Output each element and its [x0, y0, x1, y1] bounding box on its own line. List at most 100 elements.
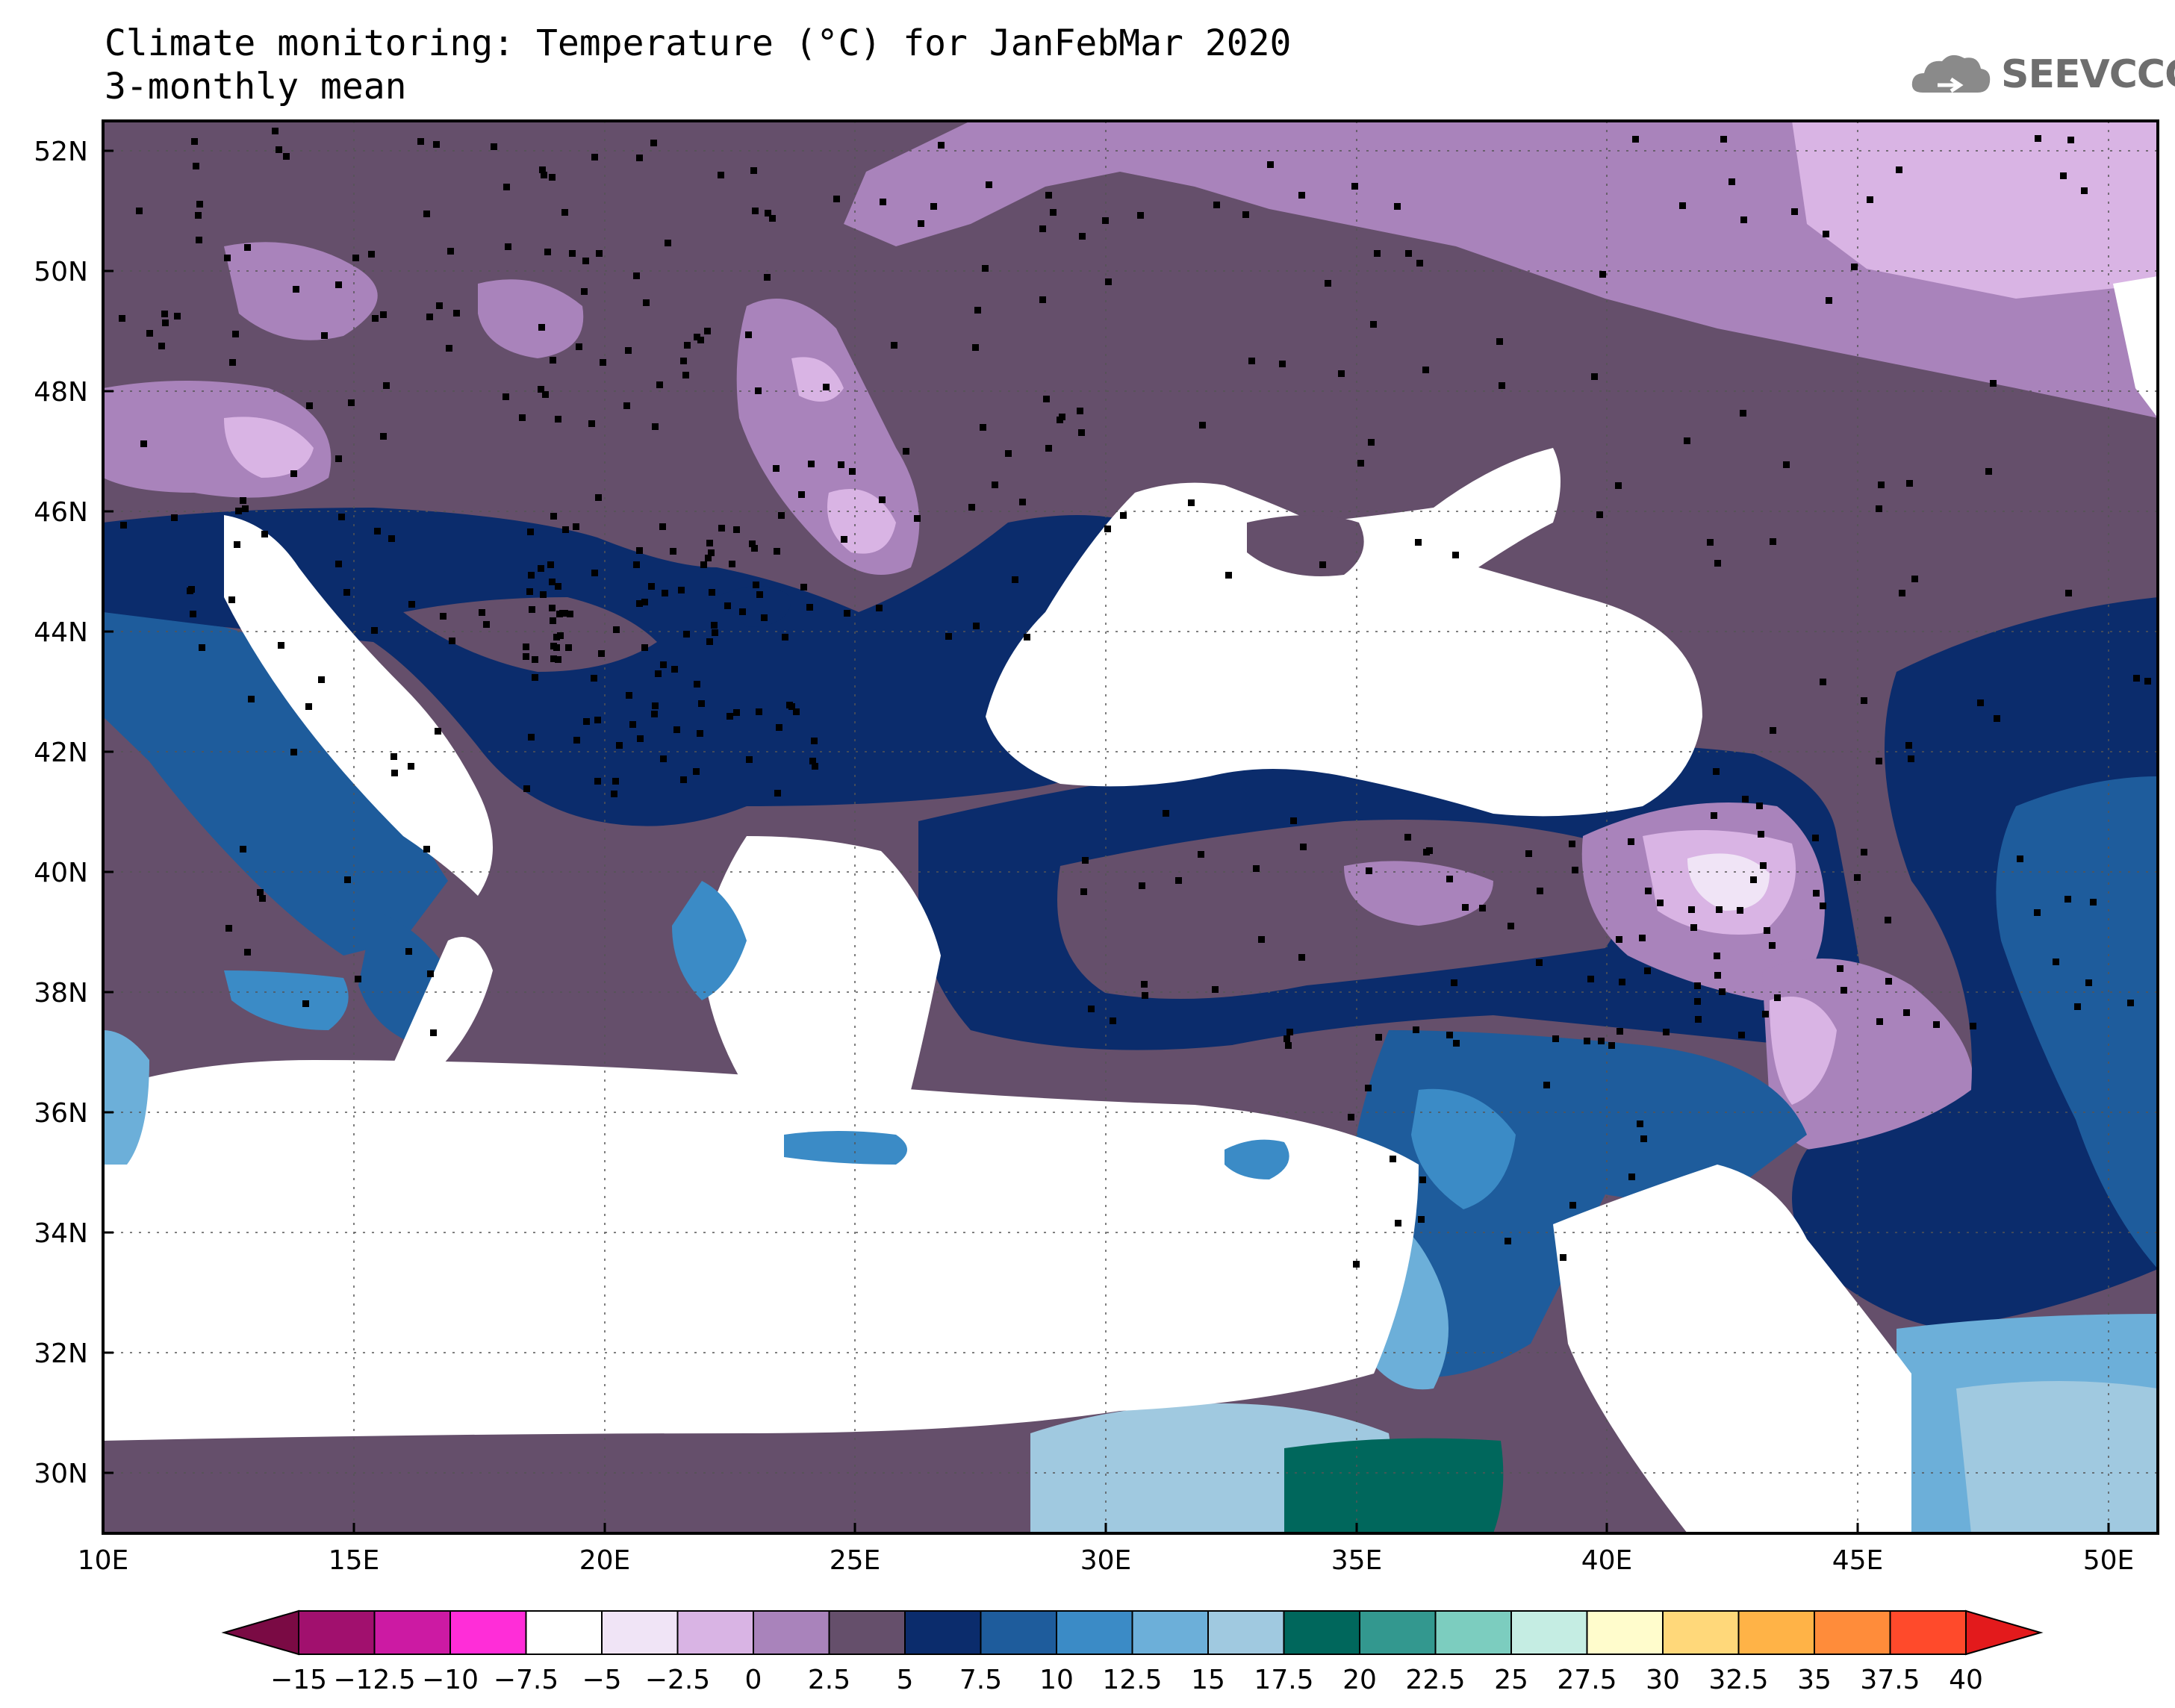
station-marker: [1142, 992, 1148, 999]
station-marker: [1737, 907, 1743, 914]
colorbar-label: 12.5: [1102, 1665, 1162, 1695]
station-marker: [782, 634, 788, 640]
station-marker: [1024, 634, 1030, 640]
station-marker: [338, 514, 345, 520]
colorbar-box: [1056, 1610, 1133, 1655]
station-marker: [918, 220, 924, 227]
station-marker: [903, 448, 909, 455]
colorbar-label: 5: [897, 1665, 914, 1695]
station-marker: [302, 1000, 309, 1007]
station-marker: [161, 311, 168, 317]
station-marker: [1496, 338, 1503, 345]
station-marker: [290, 470, 297, 477]
station-marker: [591, 675, 597, 682]
lat-label: 36N: [34, 1098, 88, 1129]
station-marker: [119, 315, 125, 322]
station-marker: [190, 611, 196, 617]
station-marker: [532, 656, 538, 663]
station-marker: [623, 402, 630, 409]
station-markers: [119, 128, 2151, 1268]
station-marker: [655, 670, 662, 677]
station-marker: [569, 250, 576, 257]
station-marker: [972, 344, 979, 351]
station-marker: [633, 561, 640, 568]
station-marker: [1569, 1202, 1576, 1209]
station-marker: [491, 143, 497, 150]
colorbar-box: [601, 1610, 679, 1655]
station-marker: [1102, 217, 1109, 224]
station-marker: [1596, 511, 1603, 518]
station-marker: [718, 525, 725, 532]
colorbar-label: −2.5: [645, 1665, 710, 1695]
station-marker: [321, 332, 328, 339]
station-marker: [187, 587, 193, 594]
station-marker: [588, 420, 595, 427]
station-marker: [550, 513, 557, 520]
colorbar-box: [1814, 1610, 1891, 1655]
station-marker: [1694, 998, 1701, 1005]
station-marker: [447, 248, 454, 255]
station-marker: [242, 505, 249, 512]
colorbar-box: [980, 1610, 1057, 1655]
station-marker: [778, 512, 785, 519]
station-marker: [2060, 172, 2067, 179]
station-marker: [523, 785, 530, 792]
station-marker: [368, 251, 375, 258]
station-marker: [1078, 429, 1085, 436]
station-marker: [2090, 899, 2097, 906]
station-marker: [982, 265, 989, 272]
station-marker: [671, 666, 678, 673]
station-marker: [423, 211, 430, 217]
station-marker: [1105, 278, 1112, 285]
lat-labels: 52N 50N 48N 46N 44N 42N 40N 38N 36N 34N …: [34, 137, 88, 1489]
station-marker: [2074, 1003, 2081, 1010]
station-marker: [1861, 849, 1867, 855]
station-marker: [1867, 196, 1873, 203]
station-marker: [709, 589, 715, 596]
lat-label: 32N: [34, 1338, 88, 1369]
station-marker: [849, 468, 856, 475]
lat-label: 42N: [34, 738, 88, 768]
station-marker: [1616, 936, 1622, 943]
station-marker: [798, 491, 805, 498]
colorbar-label: 20: [1342, 1665, 1377, 1695]
station-marker: [706, 638, 713, 645]
station-marker: [1365, 1085, 1372, 1091]
station-marker: [945, 633, 952, 640]
station-marker: [594, 717, 601, 723]
station-marker: [1285, 1042, 1292, 1049]
lon-label: 50E: [2083, 1545, 2135, 1576]
station-marker: [1452, 552, 1459, 558]
station-marker: [555, 656, 561, 663]
station-marker: [549, 174, 556, 181]
station-marker: [440, 613, 446, 620]
station-marker: [405, 948, 412, 955]
station-marker: [1104, 526, 1111, 532]
station-marker: [290, 749, 297, 755]
station-marker: [595, 494, 602, 501]
station-marker: [1707, 539, 1714, 546]
station-marker: [343, 589, 350, 596]
station-marker: [1657, 900, 1664, 906]
station-marker: [1213, 202, 1220, 208]
station-marker: [596, 250, 603, 257]
station-marker: [1283, 1035, 1290, 1042]
station-marker: [1120, 512, 1127, 519]
station-marker: [1823, 231, 1829, 237]
station-marker: [1141, 981, 1148, 988]
station-marker: [555, 416, 561, 423]
station-marker: [1039, 225, 1046, 232]
station-marker: [753, 582, 759, 588]
station-marker: [426, 314, 433, 320]
station-marker: [811, 738, 818, 744]
station-marker: [1572, 867, 1578, 873]
station-marker: [272, 128, 279, 134]
station-marker: [430, 1029, 437, 1036]
colorbar-arrow-low: [221, 1609, 299, 1656]
station-marker: [352, 255, 359, 261]
station-marker: [636, 600, 643, 607]
station-marker: [191, 138, 198, 145]
station-marker: [446, 345, 452, 352]
station-marker: [523, 643, 529, 650]
station-marker: [538, 386, 544, 393]
